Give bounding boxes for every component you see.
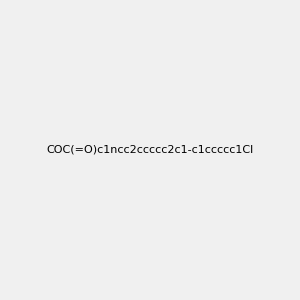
Text: COC(=O)c1ncc2ccccc2c1-c1ccccc1Cl: COC(=O)c1ncc2ccccc2c1-c1ccccc1Cl [46,145,253,155]
